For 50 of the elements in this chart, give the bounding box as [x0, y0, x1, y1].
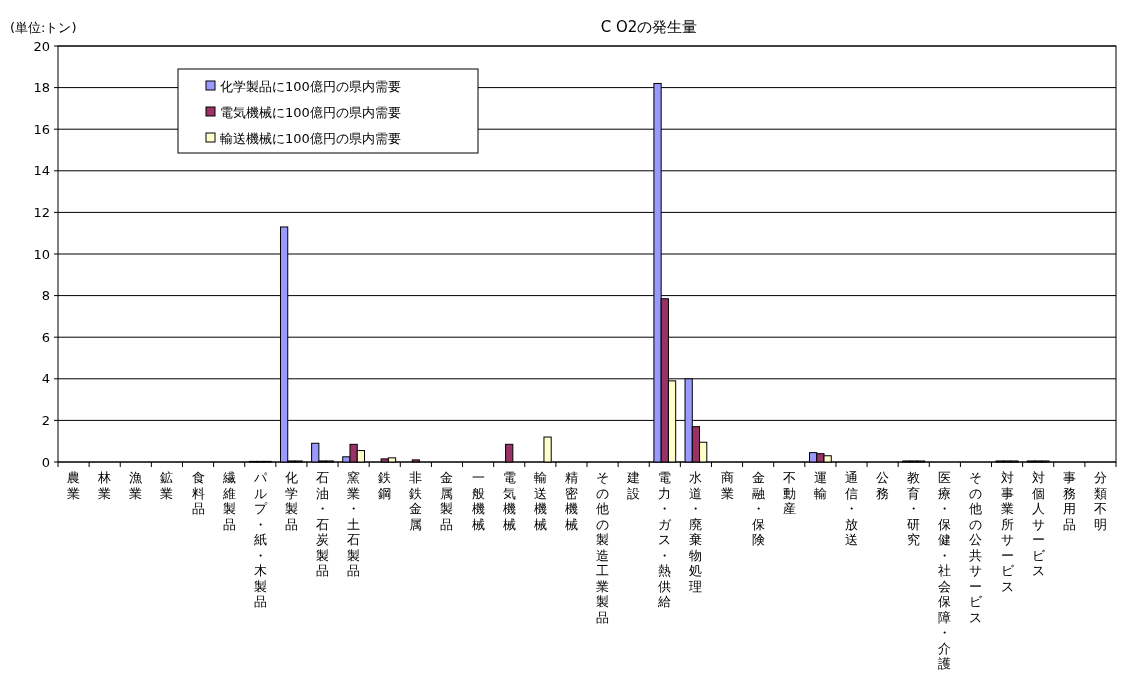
- x-tick-label: 商業: [720, 470, 734, 501]
- legend-label: 化学製品に100億円の県内需要: [220, 78, 401, 94]
- x-tick-label: 非鉄金属: [409, 470, 423, 532]
- y-tick-label: 10: [33, 246, 50, 262]
- x-tick-label: 漁業: [129, 470, 143, 501]
- category-label: 電力・ガス・熱供給: [658, 470, 672, 609]
- y-tick-label: 16: [33, 121, 50, 137]
- y-tick-label: 2: [41, 412, 50, 428]
- legend-label: 輸送機械に100億円の県内需要: [220, 130, 401, 146]
- y-tick-label: 18: [33, 80, 50, 96]
- y-tick-label: 4: [41, 371, 50, 387]
- y-tick-label: 6: [41, 329, 50, 345]
- x-tick-label: 精密機械: [564, 470, 578, 532]
- y-axis-title: (単位:トン): [10, 20, 77, 35]
- legend-label: 電気機械に100億円の県内需要: [220, 104, 401, 120]
- x-tick-label: 化学製品: [284, 470, 298, 532]
- x-tick-label: 農業: [67, 470, 81, 501]
- category-label: 医療・保健・社会保障・介護: [938, 470, 952, 671]
- x-tick-label: 鉱業: [160, 470, 174, 501]
- x-tick-label: 水道・廃棄物処理: [689, 470, 703, 594]
- x-tick-label: 金融・保険: [751, 470, 765, 547]
- x-tick-label: 事務用品: [1062, 470, 1076, 532]
- x-tick-label: 繊維製品: [221, 470, 236, 532]
- x-tick-label: 教育・研究: [907, 470, 921, 547]
- x-tick-label: 分類不明: [1093, 470, 1107, 532]
- x-tick-label: 金属製品: [440, 470, 454, 532]
- chart-title: C O2の発生量: [600, 18, 698, 36]
- x-tick-label: 石油・石炭製品: [316, 470, 329, 578]
- category-label: その他の公共サービス: [969, 470, 983, 625]
- x-tick-label: 通信・放送: [845, 470, 858, 547]
- x-tick-label: 食料品: [191, 470, 205, 516]
- x-tick-label: 輸送機械: [533, 470, 547, 532]
- y-tick-label: 20: [33, 38, 50, 54]
- category-label: パルプ・紙・木製品: [253, 470, 267, 609]
- x-tick-label: 鉄鋼: [378, 470, 392, 501]
- x-tick-label: 建設: [626, 470, 641, 501]
- x-tick-label: 電気機械: [502, 470, 516, 532]
- category-label: その他の製造工業製品: [596, 470, 610, 625]
- y-tick-label: 0: [41, 454, 50, 470]
- x-tick-label: 対個人サービス: [1031, 470, 1046, 578]
- x-tick-label: 林業: [97, 470, 112, 501]
- x-tick-label: 対事業所サービス: [1000, 470, 1015, 594]
- y-tick-label: 12: [33, 204, 50, 220]
- x-tick-label: 窯業・土石製品: [347, 470, 361, 578]
- x-tick-label: 一般機械: [471, 470, 485, 532]
- x-tick-label: 不動産: [782, 470, 796, 516]
- x-tick-label: 運輸: [813, 470, 827, 501]
- y-tick-label: 8: [41, 288, 50, 304]
- x-tick-label: 公務: [876, 470, 890, 501]
- y-tick-label: 14: [33, 163, 50, 179]
